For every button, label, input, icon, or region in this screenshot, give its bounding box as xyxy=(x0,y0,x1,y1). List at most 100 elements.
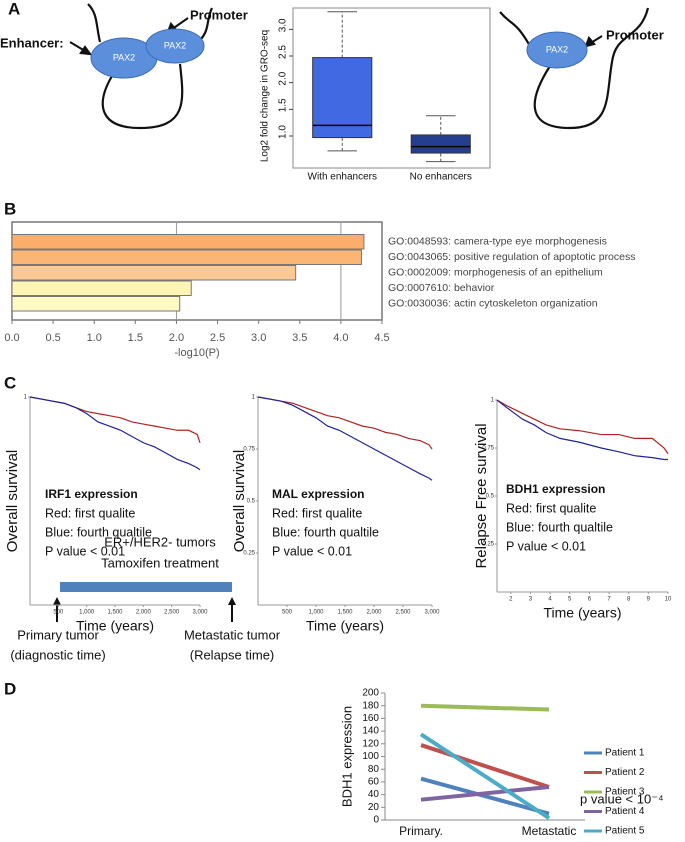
pax2-blob xyxy=(526,31,588,69)
x-tick-label: 4 xyxy=(548,597,552,603)
bar xyxy=(11,234,365,250)
diagram-a-right xyxy=(499,7,650,130)
x-tick-label: Primary. xyxy=(399,824,443,838)
arrow-head xyxy=(53,597,236,605)
legend-label: Patient 1 xyxy=(605,748,645,759)
x-tick-label: 6 xyxy=(588,597,592,603)
y-axis-label: Overall survival xyxy=(231,450,248,553)
promoter-label: Promoter xyxy=(190,7,248,22)
annotation: Blue: fourth qualtile xyxy=(506,520,613,534)
x-tick-label: 3.5 xyxy=(292,332,307,344)
x-tick-label: 500 xyxy=(282,610,293,616)
y-tick-label: 0.25 xyxy=(482,542,494,548)
timeline-start: (diagnostic time) xyxy=(10,647,105,662)
annotation: P value < 0.01 xyxy=(506,539,586,553)
x-tick-label: 1,500 xyxy=(337,610,353,616)
y-tick-label: 100 xyxy=(362,751,379,762)
panel-label: B xyxy=(4,199,16,218)
annotation: MAL expression xyxy=(272,487,364,501)
x-tick-label: 1,000 xyxy=(79,610,95,616)
legend-label: Patient 3 xyxy=(605,787,645,798)
annotation: IRF1 expression xyxy=(45,487,138,501)
x-tick-label: 2.5 xyxy=(210,332,225,344)
timeline-bar xyxy=(60,582,232,592)
x-tick-label: No enhancers xyxy=(410,172,472,183)
pax2-label: PAX2 xyxy=(113,52,135,62)
annotation: P value < 0.01 xyxy=(272,544,352,558)
arrow-head xyxy=(79,45,93,56)
survival-curve xyxy=(496,399,669,455)
x-axis-label: -log10(P) xyxy=(174,347,219,359)
survival-curve xyxy=(29,396,201,443)
x-tick-label: 2,500 xyxy=(164,610,180,616)
promoter-label: Promoter xyxy=(606,27,664,42)
y-tick-label: 60 xyxy=(368,777,380,788)
y-tick-label: 0.75 xyxy=(482,446,494,452)
y-tick-label: 0 xyxy=(373,815,379,826)
annotation: P value < 0.01 xyxy=(45,544,125,558)
timeline-start: Primary tumor xyxy=(17,627,99,642)
bar xyxy=(11,280,192,296)
y-tick-label: 20 xyxy=(368,802,380,813)
series-line xyxy=(420,776,550,816)
pax2-label: PAX2 xyxy=(164,40,186,50)
y-tick-label: 1.5 xyxy=(278,98,289,112)
y-tick-label: 1 xyxy=(491,398,495,404)
x-tick-label: 3 xyxy=(529,597,533,603)
y-tick-label: 1.0 xyxy=(278,125,289,139)
x-tick-label: 4.5 xyxy=(374,332,389,344)
x-tick-label: 7 xyxy=(607,597,611,603)
x-tick-label: 3,000 xyxy=(424,610,440,616)
box xyxy=(410,134,471,154)
pax2-label: PAX2 xyxy=(546,44,568,54)
y-tick-label: 0.5 xyxy=(486,494,495,500)
timeline-end: (Relapse time) xyxy=(190,647,275,662)
y-tick-label: 80 xyxy=(368,764,380,775)
bar xyxy=(11,265,297,281)
x-axis-label: Time (years) xyxy=(543,605,621,621)
y-tick-label: 2.0 xyxy=(278,71,289,85)
diagram-d: ER+/HER2- tumors Tamoxifen treatment Pri… xyxy=(10,534,280,662)
x-tick-label: 1,000 xyxy=(308,610,324,616)
y-tick-label: 120 xyxy=(362,738,379,749)
survival-curve xyxy=(29,396,201,471)
annotation: Blue: fourth qualtile xyxy=(45,525,152,539)
y-tick-label: 1 xyxy=(24,395,28,401)
x-tick-label: 1.0 xyxy=(87,332,102,344)
x-tick-label: 2,000 xyxy=(136,610,152,616)
x-tick-label: 5 xyxy=(568,597,572,603)
diagram-a-left xyxy=(69,3,213,130)
category-label: GO:0048593: camera-type eye morphogenesi… xyxy=(388,236,607,248)
legend-label: Patient 5 xyxy=(605,826,645,837)
survival-curve xyxy=(257,396,433,481)
category-label: GO:0043065: positive regulation of apopt… xyxy=(388,251,636,263)
survival-curve xyxy=(257,396,433,450)
y-tick-label: 0.25 xyxy=(243,551,255,557)
x-tick-label: 0.0 xyxy=(4,332,19,344)
series-line xyxy=(420,703,550,712)
annotation: Blue: fourth qualtile xyxy=(272,525,379,539)
x-tick-label: 2,000 xyxy=(366,610,382,616)
timeline-title: ER+/HER2- tumors xyxy=(104,534,216,549)
series-line xyxy=(420,784,550,802)
dna-loop xyxy=(101,63,184,130)
timeline-title: Tamoxifen treatment xyxy=(101,555,219,570)
dna-strand xyxy=(199,7,213,41)
x-tick-label: 4.0 xyxy=(333,332,348,344)
bar xyxy=(11,249,362,265)
annotation: Red: first qualite xyxy=(272,506,362,520)
x-tick-label: 2 xyxy=(509,597,513,603)
y-tick-label: 140 xyxy=(362,726,379,737)
x-axis-label: Time (years) xyxy=(306,618,384,634)
y-tick-label: 2.5 xyxy=(278,45,289,59)
legend-label: Patient 2 xyxy=(605,767,645,778)
y-tick-label: 3.0 xyxy=(278,18,289,32)
legend-label: Patient 4 xyxy=(605,806,645,817)
category-label: GO:0007610: behavior xyxy=(388,282,495,294)
plot-frame xyxy=(292,7,491,169)
survival-curve xyxy=(496,399,668,461)
annotation: Red: first qualite xyxy=(506,501,596,515)
y-axis-label: Overall survival xyxy=(4,450,21,553)
x-tick-label: 500 xyxy=(53,610,64,616)
x-tick-label: 1.5 xyxy=(128,332,143,344)
